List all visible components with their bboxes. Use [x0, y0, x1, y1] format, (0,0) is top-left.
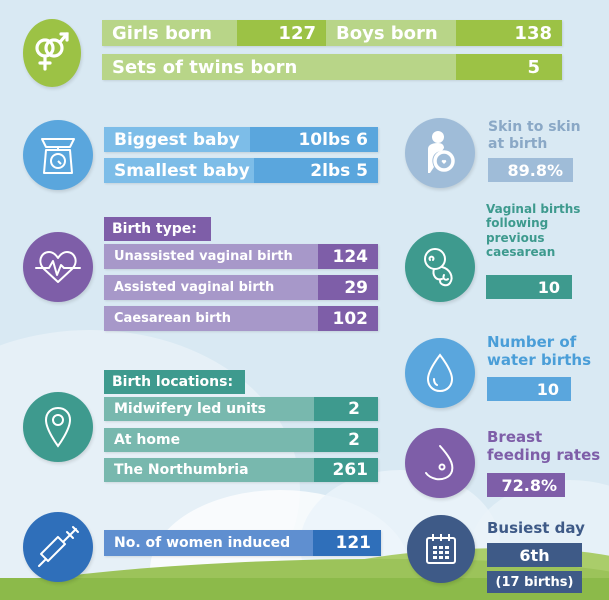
calendar-icon	[426, 534, 456, 564]
girls-born-row: Girls born 127	[102, 20, 326, 46]
calendar-icon-circle	[407, 515, 475, 583]
mother-baby-icon	[428, 131, 455, 173]
twins-born-label: Sets of twins born	[102, 54, 456, 80]
skin-to-skin-title-line: at birth	[488, 135, 548, 152]
birth-type-header: Birth type:	[104, 217, 211, 241]
birth-locations-header: Birth locations:	[104, 370, 245, 394]
syringe-icon	[38, 526, 79, 567]
gender-icon-circle	[23, 19, 81, 87]
vbac-title-line: following	[486, 216, 549, 231]
birth-type-value: 124	[318, 244, 378, 269]
twins-born-row: Sets of twins born 5	[102, 54, 562, 80]
birth-type-row: Unassisted vaginal birth 124	[104, 244, 378, 269]
birth-type-row: Assisted vaginal birth 29	[104, 275, 378, 300]
syringe-icon-circle	[23, 512, 93, 582]
water-births-title-line: water births	[487, 351, 591, 369]
location-pin-icon-circle	[23, 392, 93, 462]
breast-icon-circle	[405, 428, 475, 498]
birth-location-label: Midwifery led units	[104, 397, 314, 421]
birth-location-row: Midwifery led units 2	[104, 397, 378, 421]
birth-location-value: 261	[314, 458, 378, 482]
birth-location-row: At home 2	[104, 428, 378, 452]
fetus-icon	[424, 248, 453, 287]
busiest-day-title: Busiest day	[487, 519, 585, 537]
birth-location-row: The Northumbria 261	[104, 458, 378, 482]
vbac-title-line: previous	[486, 230, 545, 245]
location-pin-icon	[44, 406, 72, 448]
boys-born-label: Boys born	[326, 20, 456, 46]
vbac-title-line: Vaginal births	[486, 202, 581, 216]
vbac-title-line: caesarean	[486, 245, 556, 260]
gender-icon	[35, 32, 69, 71]
twins-born-value: 5	[456, 54, 562, 80]
birth-location-label: The Northumbria	[104, 458, 314, 482]
heartbeat-icon-circle	[23, 232, 93, 302]
skin-to-skin-value: 89.8%	[488, 158, 573, 182]
smallest-baby-label: Smallest baby	[104, 158, 254, 183]
girls-born-label: Girls born	[102, 20, 237, 46]
fetus-icon-circle	[405, 232, 475, 302]
water-drop-icon-circle	[405, 338, 475, 408]
biggest-baby-value: 10lbs 6	[250, 127, 378, 152]
birth-type-label: Unassisted vaginal birth	[104, 244, 318, 269]
birth-location-label: At home	[104, 428, 314, 452]
mother-baby-icon-circle	[405, 118, 475, 188]
girls-born-value: 127	[237, 20, 326, 46]
breast-feeding-title-line: feeding rates	[487, 446, 601, 464]
breast-feeding-value: 72.8%	[487, 473, 565, 497]
scale-icon-circle	[23, 120, 93, 190]
breast-feeding-title: Breast feeding rates	[487, 428, 600, 464]
biggest-baby-label: Biggest baby	[104, 127, 250, 152]
vbac-title: Vaginal births following previous caesar…	[486, 202, 580, 260]
birth-type-value: 29	[318, 275, 378, 300]
water-births-value: 10	[487, 377, 571, 401]
birth-type-label: Caesarean birth	[104, 306, 318, 331]
scale-icon	[41, 138, 75, 174]
boys-born-value: 138	[456, 20, 562, 46]
skin-to-skin-title: Skin to skin at birth	[488, 119, 581, 153]
background-ground	[0, 578, 609, 600]
smallest-baby-value: 2lbs 5	[254, 158, 378, 183]
birth-type-row: Caesarean birth 102	[104, 306, 378, 331]
water-births-title-line: Number of	[487, 333, 577, 351]
smallest-baby-row: Smallest baby 2lbs 5	[104, 158, 378, 183]
busiest-day-value: 6th	[487, 543, 582, 567]
induced-label: No. of women induced	[104, 530, 313, 556]
water-drop-icon	[426, 353, 454, 393]
breast-icon	[425, 445, 454, 481]
boys-born-row: Boys born 138	[326, 20, 562, 46]
induced-row: No. of women induced 121	[104, 530, 381, 556]
birth-location-value: 2	[314, 428, 378, 452]
vbac-value: 10	[486, 275, 572, 299]
busiest-day-births: (17 births)	[487, 571, 582, 593]
breast-feeding-title-line: Breast	[487, 428, 543, 446]
birth-location-value: 2	[314, 397, 378, 421]
heartbeat-icon	[35, 251, 81, 283]
birth-type-label: Assisted vaginal birth	[104, 275, 318, 300]
induced-value: 121	[313, 530, 381, 556]
skin-to-skin-title-line: Skin to skin	[488, 119, 581, 135]
water-births-title: Number of water births	[487, 333, 591, 369]
birth-type-value: 102	[318, 306, 378, 331]
biggest-baby-row: Biggest baby 10lbs 6	[104, 127, 378, 152]
